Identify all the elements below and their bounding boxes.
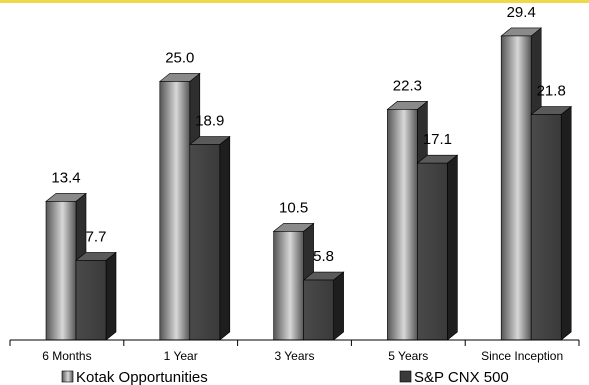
- legend-swatch: [399, 370, 412, 383]
- bar-front: [189, 144, 221, 341]
- bar-cnx500-3: [416, 154, 459, 341]
- data-label: 18.9: [195, 113, 224, 130]
- data-label: 21.8: [537, 83, 566, 100]
- x-tick-label: 5 Years: [388, 349, 428, 363]
- legend-label: S&P CNX 500: [414, 369, 509, 385]
- bar-side: [447, 154, 458, 341]
- bar-side: [219, 135, 231, 341]
- bar-front: [45, 201, 77, 341]
- x-tick-label: 3 Years: [274, 349, 314, 363]
- bar-front: [75, 260, 107, 341]
- bar-cnx500-1: [188, 135, 231, 341]
- bar-front: [387, 109, 418, 341]
- top-border: [0, 0, 589, 3]
- legend-item-cnx500: S&P CNX 500: [399, 369, 509, 385]
- bar-front: [303, 279, 334, 341]
- bar-front: [417, 162, 448, 341]
- bar-side: [560, 105, 572, 341]
- legend-item-kotak: Kotak Opportunities: [61, 369, 208, 385]
- bar-front: [530, 114, 562, 341]
- bar-cnx500-2: [302, 271, 345, 341]
- data-label: 7.7: [86, 228, 107, 245]
- bar-front: [273, 231, 304, 341]
- data-label: 5.8: [313, 248, 334, 265]
- data-label: 10.5: [279, 199, 308, 216]
- bar-front: [159, 81, 191, 341]
- x-tick-label: 6 Months: [42, 349, 91, 363]
- data-label: 25.0: [165, 49, 194, 66]
- legend-label: Kotak Opportunities: [76, 369, 208, 385]
- data-label: 29.4: [507, 4, 536, 21]
- bar-side: [105, 251, 117, 341]
- bars-layer: [45, 27, 573, 341]
- data-label: 22.3: [393, 77, 422, 94]
- legend-swatch: [61, 370, 74, 383]
- data-label: 13.4: [51, 169, 80, 186]
- bar-side: [333, 271, 344, 341]
- bar-front: [500, 35, 532, 341]
- bar-cnx500-4: [530, 105, 573, 341]
- legend: Kotak Opportunities S&P CNX 500: [61, 369, 509, 385]
- x-axis: 6 Months 1 Year 3 Years 5 Years Since Incept…: [9, 339, 580, 363]
- bar-cnx500-0: [75, 251, 117, 341]
- data-label: 17.1: [423, 131, 452, 148]
- x-tick-label: Since Inception: [481, 349, 563, 363]
- x-tick-label: 1 Year: [164, 349, 198, 363]
- data-labels-layer: 13.4 7.7 25.0 18.9 10.5 5.8 22.3 17.1 29.4 21.8: [51, 4, 565, 265]
